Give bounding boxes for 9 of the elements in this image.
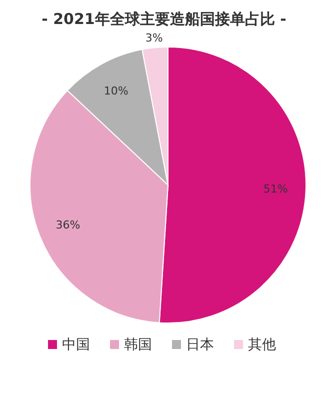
data-label: 36% bbox=[56, 218, 80, 232]
chart-title: - 2021年全球主要造船国接单占比 - bbox=[42, 10, 286, 28]
legend-label: 中国 bbox=[62, 337, 90, 353]
data-label: 10% bbox=[104, 84, 128, 98]
legend-label: 日本 bbox=[186, 337, 214, 353]
legend-label: 韩国 bbox=[124, 337, 152, 353]
data-label: 3% bbox=[145, 32, 163, 45]
data-label: 51% bbox=[263, 182, 288, 196]
legend-label: 其他 bbox=[248, 337, 276, 353]
